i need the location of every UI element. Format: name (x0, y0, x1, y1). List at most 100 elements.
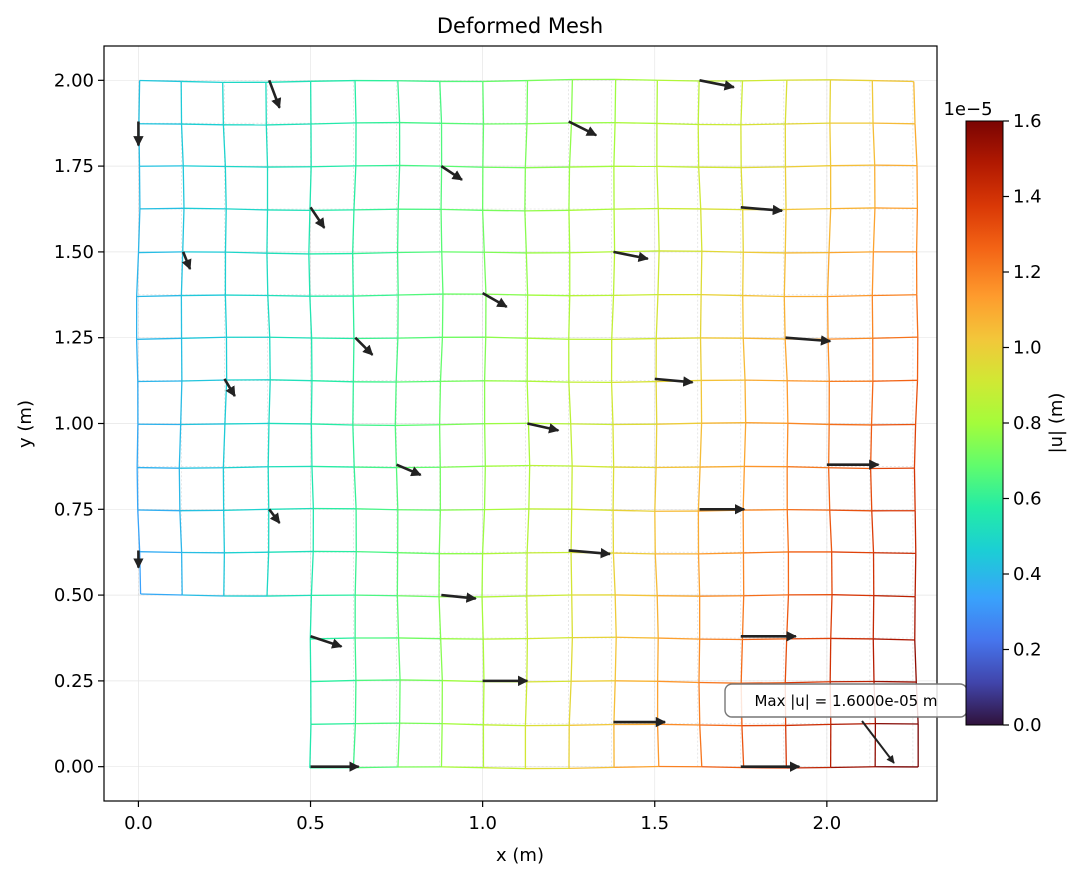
mesh-edge (830, 722, 876, 726)
mesh-edge (180, 124, 184, 166)
mesh-edge (570, 509, 573, 553)
mesh-edge (181, 294, 226, 297)
mesh-edge (311, 165, 356, 168)
mesh-edge (310, 423, 313, 467)
mesh-edge (395, 467, 399, 510)
mesh-edge (483, 252, 487, 295)
mesh-edge (914, 380, 919, 425)
y-tick-label-4: 1.00 (54, 414, 94, 435)
displacement-arrow-16 (223, 378, 236, 397)
mesh-edge (309, 296, 313, 339)
colorbar-tick-label-6: 1.2 (1013, 262, 1042, 283)
mesh-edge (441, 165, 483, 168)
mesh-edge (570, 637, 574, 682)
mesh-edge (699, 724, 703, 767)
mesh-edge (527, 78, 573, 82)
mesh-edge (182, 165, 185, 209)
mesh-edge (613, 509, 655, 512)
mesh-edge (568, 167, 571, 211)
mesh-edge (697, 467, 701, 512)
mesh-edge (569, 723, 614, 726)
mesh-edge (524, 209, 569, 212)
displacement-arrow-6 (441, 592, 477, 603)
mesh-edge (828, 208, 832, 253)
mesh-edge (136, 467, 139, 511)
mesh-edge (355, 722, 400, 725)
mesh-edge (527, 337, 569, 340)
mesh-edge (830, 79, 873, 82)
mesh-edge (872, 595, 875, 639)
mesh-edge (829, 79, 832, 124)
mesh-edge (744, 380, 747, 423)
mesh-edge (699, 724, 742, 727)
mesh-edge (352, 338, 355, 382)
mesh-edge (483, 337, 487, 381)
mesh-edge (613, 209, 616, 252)
mesh-edge (397, 80, 401, 123)
mesh-edge (484, 251, 527, 254)
mesh-edge (700, 208, 743, 211)
mesh-edge (396, 595, 400, 638)
mesh-edge (872, 638, 875, 682)
mesh-edge (481, 509, 486, 554)
mesh-edge (784, 80, 788, 125)
mesh-edge (525, 252, 529, 296)
mesh-edge (657, 79, 700, 82)
mesh-edge (266, 123, 311, 126)
mesh-edge (482, 639, 485, 682)
mesh-edge (829, 638, 832, 682)
mesh-edge (353, 165, 357, 210)
mesh-edge (527, 294, 570, 297)
y-tick-label-3: 0.75 (54, 499, 94, 520)
mesh-edge (525, 166, 570, 169)
mesh-edge (701, 766, 744, 769)
mesh-edge (828, 251, 874, 254)
mesh-edge (311, 337, 354, 340)
mesh-edge (657, 250, 660, 295)
mesh-edge (268, 507, 314, 510)
mesh-edge (397, 251, 442, 254)
mesh-edge (745, 379, 788, 382)
mesh-edge (611, 380, 657, 384)
mesh-edge (657, 208, 660, 251)
mesh-edge (394, 425, 398, 468)
mesh-edge (869, 424, 873, 469)
y-tick-label-8: 2.00 (54, 70, 94, 91)
mesh-edge (526, 508, 530, 553)
mesh-edge (140, 593, 183, 596)
deformed-mesh-edges (135, 78, 919, 770)
mesh-edge (914, 553, 917, 597)
x-tick-label-4: 2.0 (813, 813, 842, 834)
mesh-edge (485, 464, 530, 467)
mesh-edge (656, 595, 659, 639)
mesh-edge (784, 209, 787, 253)
x-tick-label-0: 0.0 (124, 813, 153, 834)
mesh-edge (440, 380, 485, 382)
mesh-edge (872, 123, 876, 166)
mesh-edge (224, 551, 269, 554)
mesh-edge (826, 252, 830, 297)
mesh-edge (656, 166, 659, 209)
mesh-edge (354, 80, 357, 123)
y-tick-label-0: 0.00 (54, 757, 94, 778)
mesh-edge (831, 551, 874, 554)
x-axis-ticks: 0.0 0.5 1.0 1.5 2.0 (124, 801, 841, 834)
mesh-edge (441, 122, 484, 125)
mesh-edge (438, 596, 442, 639)
mesh-edge (699, 337, 702, 381)
mesh-edge (743, 422, 747, 467)
mesh-edge (269, 336, 312, 339)
mesh-edge (439, 337, 444, 382)
mesh-edge (913, 81, 916, 124)
mesh-edge (784, 338, 788, 381)
mesh-edge (483, 724, 526, 727)
mesh-edge (181, 123, 224, 126)
displacement-arrow-20 (740, 204, 784, 216)
mesh-edge (612, 251, 616, 296)
mesh-edge (613, 122, 616, 167)
mesh-edge (827, 294, 873, 298)
mesh-edge (569, 251, 615, 254)
annotation-arrow (861, 720, 895, 764)
mesh-edge (616, 636, 659, 639)
mesh-edge (440, 638, 443, 681)
